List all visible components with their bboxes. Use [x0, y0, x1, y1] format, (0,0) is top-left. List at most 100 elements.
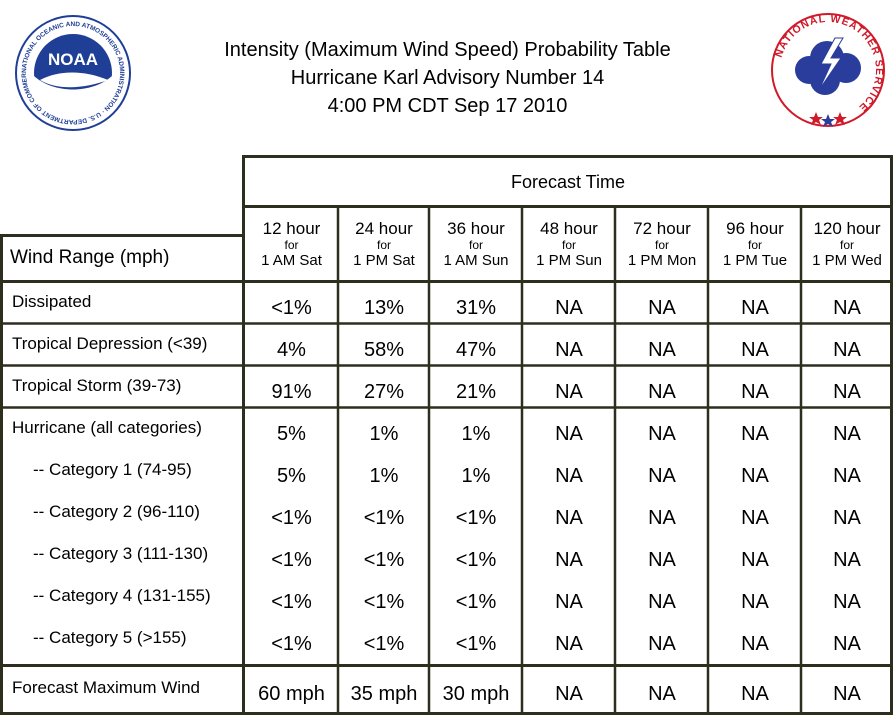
- column-hours: 36 hour: [447, 219, 505, 238]
- table-cell: NA: [833, 465, 861, 487]
- table-cell: 47%: [455, 339, 497, 361]
- row-label-category-4: -- Category 4 (131-155): [33, 586, 211, 605]
- column-header-4: 48 hour for 1 PM Sun: [523, 219, 615, 270]
- table-cell: NA: [833, 339, 861, 361]
- table-cell: 58%: [363, 339, 405, 361]
- nws-logo: NATIONAL WEATHER SERVICE: [769, 8, 887, 130]
- column-hours: 120 hour: [813, 219, 881, 238]
- table-cell: NA: [833, 381, 861, 403]
- column-hours: 12 hour: [262, 219, 321, 238]
- row-label-category-5: -- Category 5 (>155): [33, 628, 187, 647]
- table-cell: NA: [555, 633, 583, 655]
- table-cell: <1%: [455, 633, 497, 655]
- table-cell: NA: [741, 297, 769, 319]
- title-line-1: Intensity (Maximum Wind Speed) Probabili…: [224, 39, 671, 61]
- table-cell: NA: [741, 549, 769, 571]
- title-line-3: 4:00 PM CDT Sep 17 2010: [327, 95, 568, 117]
- column-for: for: [468, 238, 483, 252]
- column-when: 1 AM Sun: [443, 252, 509, 269]
- column-header-3: 36 hour for 1 AM Sun: [430, 219, 522, 270]
- row-label-hurricane: Hurricane (all categories): [12, 418, 202, 437]
- table-cell: 1%: [461, 423, 491, 445]
- table-cell: 27%: [363, 381, 405, 403]
- row-label-tropical-storm: Tropical Storm (39-73): [12, 376, 182, 395]
- column-header-6: 96 hour for 1 PM Tue: [709, 219, 801, 270]
- table-cell: NA: [555, 549, 583, 571]
- title-line-2: Hurricane Karl Advisory Number 14: [290, 67, 605, 89]
- table-cell: NA: [833, 297, 861, 319]
- table-cell: NA: [741, 591, 769, 613]
- table-cell: NA: [833, 507, 861, 529]
- table-cell: NA: [555, 465, 583, 487]
- table-cell: NA: [648, 381, 676, 403]
- column-for: for: [654, 238, 669, 252]
- table-cell: 91%: [271, 381, 312, 403]
- table-cell: NA: [555, 297, 583, 319]
- column-hours: 96 hour: [726, 219, 784, 238]
- table-cell: <1%: [271, 507, 312, 529]
- table-cell: 1%: [369, 423, 399, 445]
- table-cell: NA: [555, 381, 583, 403]
- table-cell: <1%: [455, 549, 497, 571]
- column-for: for: [839, 238, 854, 252]
- column-header-1: 12 hour for 1 AM Sat: [245, 219, 338, 270]
- table-cell: NA: [555, 591, 583, 613]
- column-when: 1 AM Sat: [261, 252, 322, 269]
- table-cell: <1%: [363, 507, 405, 529]
- table-cell: NA: [833, 423, 861, 445]
- table-cell: NA: [555, 507, 583, 529]
- table-cell: 1%: [461, 465, 491, 487]
- table-cell: 1%: [369, 465, 399, 487]
- table-cell: <1%: [363, 549, 405, 571]
- column-for: for: [747, 238, 762, 252]
- table-cell: <1%: [271, 591, 312, 613]
- table-cell: 21%: [455, 381, 497, 403]
- table-cell: 5%: [277, 465, 306, 487]
- table-cell: NA: [555, 423, 583, 445]
- wind-range-header: Wind Range (mph): [10, 247, 170, 268]
- table-cell: NA: [648, 633, 676, 655]
- table-cell: 31%: [455, 297, 497, 319]
- table-cell: NA: [741, 507, 769, 529]
- row-label-category-3: -- Category 3 (111-130): [33, 544, 209, 563]
- table-cell: 4%: [277, 339, 306, 361]
- table-cell: 5%: [277, 423, 306, 445]
- column-when: 1 PM Tue: [722, 252, 788, 269]
- row-label-dissipated: Dissipated: [12, 292, 92, 311]
- table-cell: NA: [648, 339, 676, 361]
- table-cell: NA: [741, 423, 769, 445]
- column-for: for: [561, 238, 576, 252]
- table-cell: <1%: [271, 297, 312, 319]
- column-hours: 72 hour: [633, 219, 691, 238]
- column-header-5: 72 hour for 1 PM Mon: [616, 219, 708, 270]
- column-header-7: 120 hour for 1 PM Wed: [802, 219, 892, 270]
- table-cell: 35 mph: [350, 683, 418, 705]
- table-cell: <1%: [271, 549, 312, 571]
- table-cell: <1%: [363, 633, 405, 655]
- column-header-2: 24 hour for 1 PM Sat: [339, 219, 429, 270]
- table-cell: <1%: [455, 591, 497, 613]
- table-cell: NA: [648, 297, 676, 319]
- title-block: Intensity (Maximum Wind Speed) Probabili…: [150, 36, 745, 120]
- table-cell: NA: [833, 633, 861, 655]
- table-cell: NA: [648, 507, 676, 529]
- column-when: 1 PM Wed: [812, 252, 882, 269]
- column-when: 1 PM Mon: [627, 252, 697, 269]
- column-hours: 24 hour: [355, 219, 413, 238]
- column-for: for: [376, 238, 391, 252]
- table-cell: 30 mph: [442, 683, 510, 705]
- table-cell: NA: [833, 683, 861, 705]
- table-cell: <1%: [271, 633, 312, 655]
- column-when: 1 PM Sat: [353, 252, 415, 269]
- row-label-tropical-depression: Tropical Depression (<39): [12, 334, 208, 353]
- forecast-time-label: Forecast Time: [510, 172, 626, 192]
- table-cell: NA: [555, 683, 583, 705]
- table-cell: 60 mph: [258, 683, 325, 705]
- table-cell: NA: [555, 339, 583, 361]
- table-cell: NA: [741, 339, 769, 361]
- table-cell: <1%: [363, 591, 405, 613]
- noaa-logo-text: NOAA: [48, 50, 98, 69]
- row-label-forecast-max-wind: Forecast Maximum Wind: [12, 678, 200, 697]
- row-label-category-2: -- Category 2 (96-110): [33, 502, 200, 521]
